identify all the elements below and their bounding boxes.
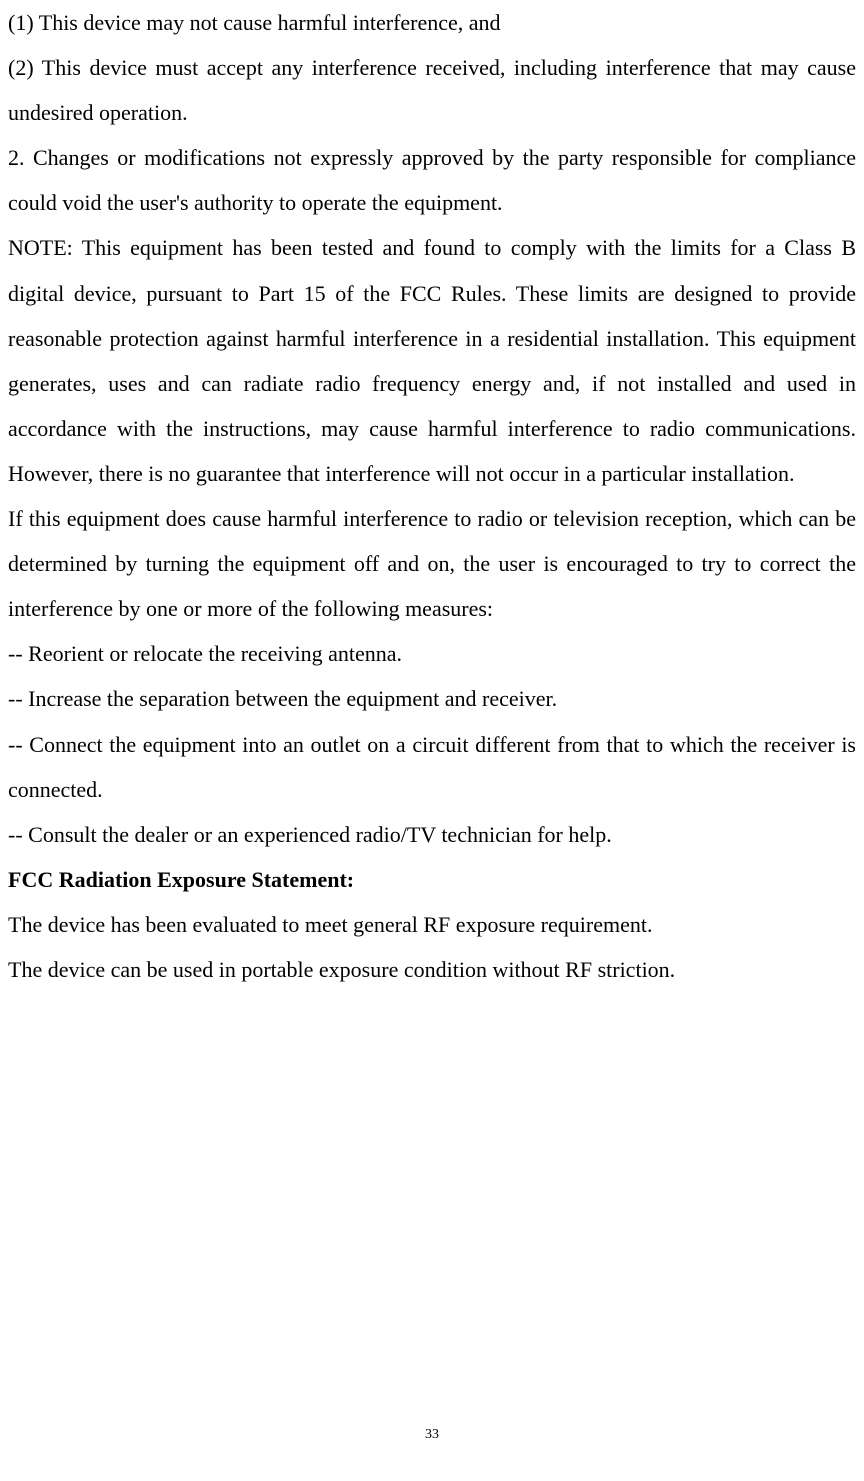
closing-paragraph-1: The device has been evaluated to meet ge… (8, 902, 856, 947)
paragraph-7: -- Increase the separation between the e… (8, 676, 856, 721)
paragraph-8: -- Connect the equipment into an outlet … (8, 722, 856, 812)
paragraph-6: -- Reorient or relocate the receiving an… (8, 631, 856, 676)
fcc-heading: FCC Radiation Exposure Statement: (8, 857, 856, 902)
closing-paragraph-2: The device can be used in portable expos… (8, 947, 856, 992)
paragraph-5: If this equipment does cause harmful int… (8, 496, 856, 631)
paragraph-4: NOTE: This equipment has been tested and… (8, 225, 856, 496)
paragraph-9: -- Consult the dealer or an experienced … (8, 812, 856, 857)
paragraph-2: (2) This device must accept any interfer… (8, 45, 856, 135)
paragraph-1: (1) This device may not cause harmful in… (8, 0, 856, 45)
page-number: 33 (0, 1427, 864, 1443)
page-content: (1) This device may not cause harmful in… (0, 0, 864, 992)
paragraph-3: 2. Changes or modifications not expressl… (8, 135, 856, 225)
